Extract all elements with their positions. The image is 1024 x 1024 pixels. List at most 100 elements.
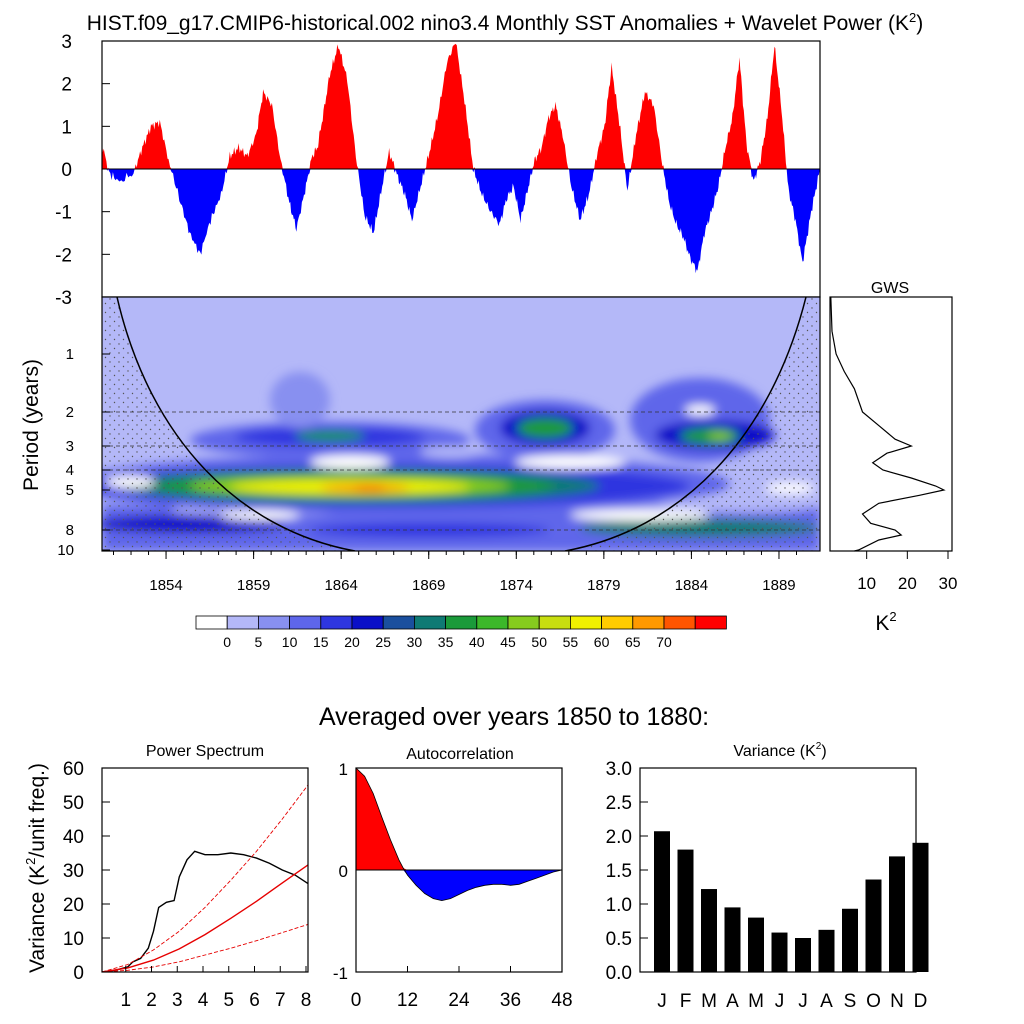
gws-x-label: K2 [875, 609, 896, 635]
wavelet-x-tick-label: 1869 [412, 577, 445, 594]
wavelet-x-tick-label: 1864 [324, 577, 357, 594]
variance-y-tick-label: 2.5 [606, 793, 632, 814]
sst-negative-anomaly-area [102, 169, 820, 274]
variance-bar [677, 849, 694, 972]
variance-x-tick-label: A [820, 991, 833, 1012]
power-spectrum-x-tick-label: 4 [198, 990, 209, 1011]
colorbar-swatch [445, 615, 478, 630]
gws-title: GWS [871, 280, 909, 297]
variance-y-tick-label: 3.0 [606, 759, 632, 780]
wavelet-x-tick-label: 1874 [500, 577, 533, 594]
colorbar-tick-label: 10 [282, 634, 298, 650]
colorbar-tick-label: 55 [563, 634, 579, 650]
sst-anomaly-area [102, 43, 820, 274]
autocorrelation-x-tick-label: 36 [500, 990, 521, 1011]
colorbar-swatch [632, 615, 665, 630]
sst-y-tick-label: -2 [55, 245, 72, 266]
coi-right-curve [564, 297, 807, 551]
power-spectrum-y-tick-label: 60 [63, 759, 84, 780]
power-spectrum-frame [101, 767, 309, 973]
subtitle: Averaged over years 1850 to 1880: [319, 703, 709, 731]
power-spectrum-y-tick-label: 50 [63, 793, 84, 814]
power-spectrum-title: Power Spectrum [146, 743, 264, 760]
colorbar-swatch [289, 615, 322, 630]
variance-x-tick-label: A [726, 991, 739, 1012]
autocorrelation-y-axis: 1 0 -1 [333, 760, 364, 983]
autocorrelation-title: Autocorrelation [406, 746, 514, 763]
variance-bar [724, 907, 741, 972]
sst-anomaly-panel: 3 2 1 0 -1 -2 -3 [55, 32, 821, 309]
colorbar-tick-label: 65 [625, 634, 641, 650]
wavelet-frame [101, 296, 821, 552]
sst-positive-anomaly-area [102, 43, 820, 169]
wavelet-x-tick-label: 1879 [587, 577, 620, 594]
gws-frame [829, 296, 953, 552]
period-reference-lines [102, 411, 820, 531]
autocorrelation-y-tick-label: 1 [339, 760, 348, 779]
colorbar-swatch [257, 615, 290, 630]
variance-bar [795, 938, 811, 972]
colorbar-swatch [226, 615, 259, 630]
colorbar-swatch [320, 615, 353, 630]
colorbar-tick-label: 25 [375, 634, 391, 650]
power-spectrum-x-tick-label: 5 [223, 990, 234, 1011]
variance-y-tick-label: 1.0 [606, 895, 632, 916]
power-spectrum-x-tick-label: 3 [172, 990, 183, 1011]
autocorrelation-negative-area [356, 870, 562, 901]
autocorrelation-line [356, 768, 562, 902]
wavelet-x-tick-label: 1859 [237, 577, 270, 594]
gws-line [830, 296, 946, 552]
power-spectrum-y-tick-label: 40 [63, 827, 84, 848]
autocorrelation-x-tick-label: 12 [397, 990, 418, 1011]
wavelet-y-tick-label: 8 [66, 522, 74, 539]
coi-left-stipple [102, 297, 355, 551]
autocorrelation-y-tick-label: -1 [333, 964, 348, 983]
power-spectrum-line-upper_confidence [102, 784, 308, 972]
variance-bar [912, 842, 929, 972]
sst-y-tick-label: -1 [55, 203, 72, 224]
variance-x-tick-label: J [798, 991, 808, 1012]
gws-x-tick-label: 10 [857, 574, 876, 593]
variance-x-tick-label: S [844, 991, 857, 1012]
wavelet-x-tick-label: 1884 [675, 577, 708, 594]
autocorrelation-x-axis: 0 12 24 36 48 [351, 966, 573, 1011]
variance-bar [748, 917, 764, 972]
power-spectrum-y-tick-label: 10 [63, 929, 84, 950]
power-spectrum-x-tick-label: 8 [301, 990, 312, 1011]
sst-y-axis: 3 2 1 0 -1 -2 -3 [55, 32, 110, 309]
colorbar-tick-label: 30 [407, 634, 423, 650]
figure-title: HIST.f09_g17.CMIP6-historical.002 nino3.… [87, 10, 924, 35]
variance-x-tick-label: D [914, 991, 928, 1012]
colorbar-tick-label: 70 [656, 634, 672, 650]
power-spectrum-line-lower_confidence [102, 923, 308, 972]
variance-bar [771, 932, 788, 972]
variance-y-tick-label: 0.0 [606, 963, 632, 984]
autocorrelation-x-tick-label: 48 [551, 990, 572, 1011]
wavelet-contours [102, 297, 820, 551]
power-spectrum-x-tick-label: 2 [146, 990, 157, 1011]
variance-y-axis: 3.0 2.5 2.0 1.5 1.0 0.5 0.0 [606, 759, 648, 984]
colorbar-tick-label: 15 [313, 634, 329, 650]
colorbar-swatch [601, 615, 634, 630]
power-spectrum-y-axis: 0 10 20 30 40 50 60 [63, 759, 110, 984]
wavelet-x-axis: 1854 1859 1864 1869 1874 1879 1884 1889 [113, 551, 797, 594]
colorbar-swatch [538, 615, 571, 630]
power-spectrum-x-tick-label: 1 [120, 990, 131, 1011]
power-spectrum-x-tick-label: 6 [249, 990, 260, 1011]
colorbar-swatch [694, 615, 727, 630]
colorbar-tick-label: 50 [531, 634, 547, 650]
wavelet-y-label: Period (years) [20, 359, 43, 491]
variance-y-tick-label: 0.5 [606, 929, 632, 950]
colorbar-swatch [382, 615, 415, 630]
colorbar-tick-label: 20 [344, 634, 360, 650]
autocorrelation-y-tick-label: 0 [339, 862, 348, 881]
variance-bar [818, 929, 835, 972]
autocorrelation-x-tick-label: 0 [351, 990, 362, 1011]
power-spectrum-y-label: Variance (K2/unit freq.) [23, 763, 49, 973]
gws-x-tick-label: 30 [939, 574, 958, 593]
sst-y-tick-label: 1 [61, 117, 72, 138]
colorbar: 0 5 10 15 20 25 30 35 40 45 50 55 60 65 70 [195, 615, 727, 650]
wavelet-y-tick-label: 3 [66, 438, 74, 455]
power-spectrum-x-tick-label: 7 [275, 990, 286, 1011]
